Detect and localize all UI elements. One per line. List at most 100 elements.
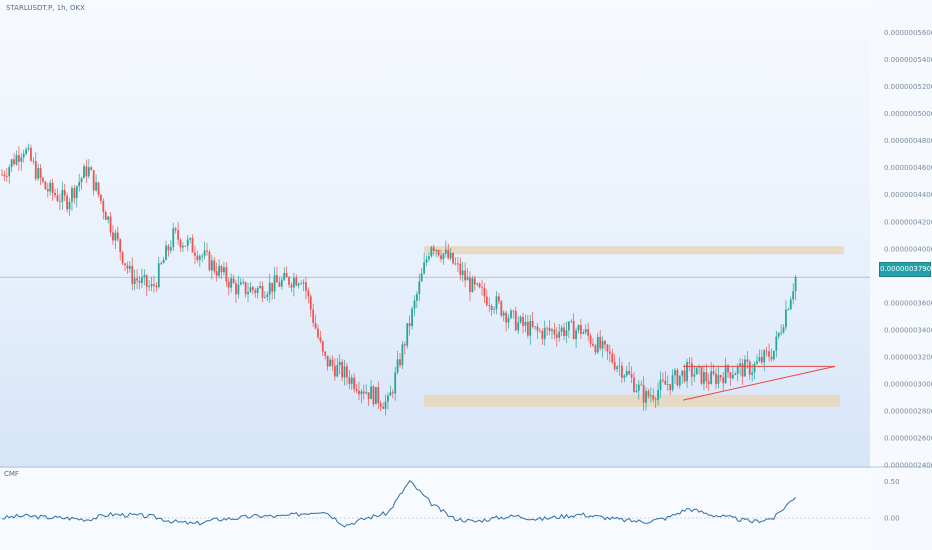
candle-body <box>456 263 459 265</box>
candle-body <box>13 159 15 165</box>
candle-body <box>63 190 66 196</box>
exchange: OKX <box>70 4 85 12</box>
candle-body <box>722 377 725 384</box>
candle-body <box>290 284 293 288</box>
candle-body <box>526 321 529 336</box>
candle-body <box>326 355 329 367</box>
candle-body <box>343 366 346 378</box>
candle-body <box>295 277 298 286</box>
candle-body <box>251 287 254 291</box>
candle-body <box>34 161 37 179</box>
current-price-label: 0.0000003790 <box>879 262 931 277</box>
candle-body <box>319 337 322 342</box>
candle-body <box>613 362 616 370</box>
candle-body <box>707 381 710 384</box>
candle-body <box>541 331 544 339</box>
candle-body <box>116 232 119 240</box>
candle-body <box>594 345 597 353</box>
candle-body <box>20 157 23 162</box>
candle-body <box>633 377 635 392</box>
candle-body <box>121 252 124 264</box>
candle-body <box>249 287 252 293</box>
candle-body <box>387 395 389 402</box>
candle-body <box>495 296 498 310</box>
candle-body <box>138 280 141 283</box>
candle-body <box>300 283 303 285</box>
candle-body <box>136 278 138 281</box>
candle-body <box>536 326 539 331</box>
candle-body <box>758 357 761 362</box>
candle-body <box>763 350 766 363</box>
candle-body <box>141 277 143 283</box>
price-tick-label: 0.0000005200 <box>884 83 932 91</box>
candle-body <box>66 195 69 210</box>
candle-body <box>724 365 727 384</box>
candle-body <box>777 332 780 337</box>
candle-body <box>452 252 454 264</box>
candle-body <box>531 320 534 327</box>
candle-body <box>558 331 561 338</box>
candle-body <box>493 309 495 311</box>
candle-body <box>744 359 746 377</box>
candle-body <box>350 377 353 384</box>
candle-body <box>153 284 155 286</box>
candle-body <box>206 250 208 252</box>
candle-body <box>227 281 230 288</box>
candle-body <box>584 329 587 333</box>
candle-body <box>213 260 216 272</box>
candle-body <box>659 379 662 390</box>
price-tick-label: 0.0000002400 <box>884 462 932 470</box>
candle-body <box>307 290 310 297</box>
resistance-zone <box>424 246 844 255</box>
symbol-name: STARLUSDT.P <box>6 4 53 12</box>
candle-body <box>160 263 163 264</box>
candle-body <box>51 182 54 193</box>
candle-body <box>261 286 264 298</box>
candle-body <box>442 253 445 260</box>
candle-body <box>54 192 56 196</box>
candle-body <box>587 329 590 336</box>
candle-body <box>201 255 204 257</box>
candle-body <box>99 194 102 201</box>
price-tick-label: 0.0000002600 <box>884 434 932 442</box>
candle-body <box>203 250 206 256</box>
candle-body <box>551 329 553 332</box>
candle-body <box>466 277 469 281</box>
candle-body <box>637 384 640 391</box>
candle-body <box>321 341 324 352</box>
candle-body <box>618 365 621 367</box>
candle-body <box>703 372 705 384</box>
candle-body <box>367 392 370 399</box>
candle-body <box>768 351 770 357</box>
candle-body <box>415 294 418 301</box>
candle-body <box>401 344 404 366</box>
symbol-legend: STARLUSDT.P, 1h, OKX <box>6 4 85 12</box>
price-tick-label: 0.0000004200 <box>884 218 932 226</box>
candle-body <box>362 391 365 394</box>
candle-body <box>346 366 348 378</box>
candle-body <box>338 361 341 366</box>
candle-body <box>625 370 628 376</box>
candle-body <box>647 390 650 397</box>
candle-body <box>570 320 573 322</box>
candle-body <box>652 395 655 400</box>
candle-body <box>567 321 570 331</box>
candle-body <box>191 238 194 253</box>
candle-body <box>760 357 763 363</box>
candle-body <box>635 390 638 392</box>
candle-body <box>104 211 107 220</box>
candle-body <box>555 334 558 338</box>
candle-body <box>220 266 223 273</box>
candle-body <box>611 353 614 363</box>
indicator-legend: CMF <box>4 470 19 478</box>
candle-body <box>377 387 380 404</box>
candle-body <box>1 174 3 176</box>
candle-body <box>604 340 606 345</box>
candle-body <box>73 188 76 199</box>
candle-body <box>15 155 18 165</box>
candle-body <box>710 371 713 384</box>
candle-body <box>577 325 580 331</box>
candle-body <box>428 256 430 260</box>
candle-body <box>630 374 633 378</box>
